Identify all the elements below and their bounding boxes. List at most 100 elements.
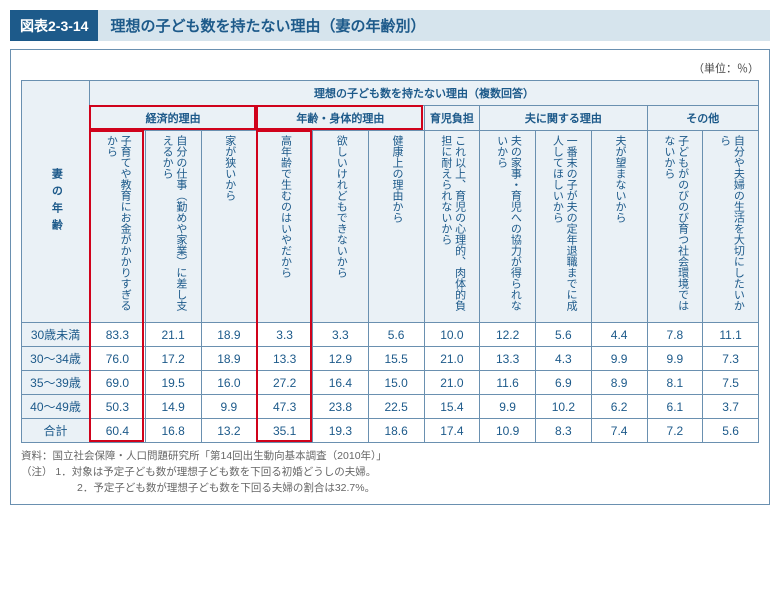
row-label: 合計: [22, 419, 90, 443]
data-cell: 76.0: [90, 347, 146, 371]
data-cell: 15.4: [424, 395, 480, 419]
column-header: 家が狭いから: [201, 131, 257, 323]
table-row: 30～34歳76.017.218.913.312.915.521.013.34.…: [22, 347, 759, 371]
column-header: 夫が望まないから: [591, 131, 647, 323]
table-row: 30歳未満83.321.118.93.33.35.610.012.25.64.4…: [22, 323, 759, 347]
data-cell: 13.3: [257, 347, 313, 371]
data-cell: 21.0: [424, 371, 480, 395]
note-2: 2．予定子ども数が理想子ども数を下回る夫婦の割合は32.7%。: [21, 481, 759, 497]
data-cell: 11.1: [703, 323, 759, 347]
data-cell: 17.2: [145, 347, 201, 371]
data-cell: 21.0: [424, 347, 480, 371]
data-cell: 12.2: [480, 323, 536, 347]
data-cell: 9.9: [591, 347, 647, 371]
column-header: 自分や夫婦の生活を大切にしたいから: [703, 131, 759, 323]
data-cell: 3.3: [313, 323, 369, 347]
row-label: 30～34歳: [22, 347, 90, 371]
data-cell: 9.9: [201, 395, 257, 419]
column-header: 健康上の理由から: [368, 131, 424, 323]
data-cell: 16.8: [145, 419, 201, 443]
data-cell: 18.9: [201, 323, 257, 347]
data-cell: 15.5: [368, 347, 424, 371]
data-cell: 19.3: [313, 419, 369, 443]
column-header: 欲しいけれどもできないから: [313, 131, 369, 323]
data-cell: 27.2: [257, 371, 313, 395]
data-cell: 7.2: [647, 419, 703, 443]
row-label: 35～39歳: [22, 371, 90, 395]
data-cell: 18.6: [368, 419, 424, 443]
data-cell: 7.3: [703, 347, 759, 371]
row-axis-header: 妻の年齢: [22, 81, 90, 323]
data-cell: 10.9: [480, 419, 536, 443]
data-cell: 60.4: [90, 419, 146, 443]
data-cell: 10.2: [536, 395, 592, 419]
figure-title: 理想の子ども数を持たない理由（妻の年齢別）: [98, 10, 770, 41]
data-cell: 23.8: [313, 395, 369, 419]
column-header: これ以上、育児の心理的、肉体的負担に耐えられないから: [424, 131, 480, 323]
data-table: 妻の年齢 理想の子ども数を持たない理由（複数回答） 経済的理由年齢・身体的理由育…: [21, 80, 759, 443]
data-cell: 15.0: [368, 371, 424, 395]
data-cell: 13.3: [480, 347, 536, 371]
data-cell: 22.5: [368, 395, 424, 419]
group-header: 夫に関する理由: [480, 106, 647, 131]
note-label: （注）: [21, 466, 53, 478]
data-cell: 9.9: [647, 347, 703, 371]
data-cell: 50.3: [90, 395, 146, 419]
group-header: その他: [647, 106, 759, 131]
data-cell: 13.2: [201, 419, 257, 443]
top-header: 理想の子ども数を持たない理由（複数回答）: [90, 81, 759, 106]
table-wrapper: 妻の年齢 理想の子ども数を持たない理由（複数回答） 経済的理由年齢・身体的理由育…: [21, 80, 759, 443]
data-cell: 4.4: [591, 323, 647, 347]
data-cell: 8.1: [647, 371, 703, 395]
data-cell: 8.3: [536, 419, 592, 443]
data-cell: 5.6: [368, 323, 424, 347]
table-row: 合計60.416.813.235.119.318.617.410.98.37.4…: [22, 419, 759, 443]
data-cell: 3.7: [703, 395, 759, 419]
group-header: 年齢・身体的理由: [257, 106, 424, 131]
source-note: 資料：国立社会保障・人口問題研究所「第14回出生動向基本調査（2010年）」: [21, 449, 759, 465]
data-cell: 5.6: [536, 323, 592, 347]
table-row: 35～39歳69.019.516.027.216.415.021.011.66.…: [22, 371, 759, 395]
data-cell: 35.1: [257, 419, 313, 443]
unit-label: （単位：％）: [21, 60, 759, 76]
data-cell: 9.9: [480, 395, 536, 419]
figure-frame: （単位：％） 妻の年齢 理想の子ども数を持たない理由（複数回答） 経済的理由年齢…: [10, 49, 770, 505]
data-cell: 18.9: [201, 347, 257, 371]
row-label: 30歳未満: [22, 323, 90, 347]
data-cell: 12.9: [313, 347, 369, 371]
data-cell: 5.6: [703, 419, 759, 443]
row-label: 40～49歳: [22, 395, 90, 419]
notes: 資料：国立社会保障・人口問題研究所「第14回出生動向基本調査（2010年）」 （…: [21, 449, 759, 496]
data-cell: 19.5: [145, 371, 201, 395]
data-cell: 7.8: [647, 323, 703, 347]
note-1: 1．対象は予定子ども数が理想子ども数を下回る初婚どうしの夫婦。: [55, 466, 376, 478]
data-cell: 7.4: [591, 419, 647, 443]
group-header: 育児負担: [424, 106, 480, 131]
figure-number: 図表2-3-14: [10, 10, 98, 41]
table-row: 40～49歳50.314.99.947.323.822.515.49.910.2…: [22, 395, 759, 419]
figure-header: 図表2-3-14 理想の子ども数を持たない理由（妻の年齢別）: [10, 10, 770, 41]
column-header: 子育てや教育にお金がかかりすぎるから: [90, 131, 146, 323]
data-cell: 10.0: [424, 323, 480, 347]
data-cell: 17.4: [424, 419, 480, 443]
data-cell: 7.5: [703, 371, 759, 395]
column-header: 一番末の子が夫の定年退職までに成人してほしいから: [536, 131, 592, 323]
data-cell: 47.3: [257, 395, 313, 419]
data-cell: 83.3: [90, 323, 146, 347]
data-cell: 4.3: [536, 347, 592, 371]
data-cell: 16.4: [313, 371, 369, 395]
data-cell: 11.6: [480, 371, 536, 395]
group-header: 経済的理由: [90, 106, 257, 131]
data-cell: 16.0: [201, 371, 257, 395]
data-cell: 6.1: [647, 395, 703, 419]
data-cell: 69.0: [90, 371, 146, 395]
column-header: 子どもがのびのび育つ社会環境ではないから: [647, 131, 703, 323]
data-cell: 14.9: [145, 395, 201, 419]
data-cell: 6.2: [591, 395, 647, 419]
data-cell: 8.9: [591, 371, 647, 395]
data-cell: 3.3: [257, 323, 313, 347]
column-header: 高年齢で生むのはいやだから: [257, 131, 313, 323]
column-header: 自分の仕事（勤めや家業）に差し支えるから: [145, 131, 201, 323]
column-header: 夫の家事・育児への協力が得られないから: [480, 131, 536, 323]
data-cell: 21.1: [145, 323, 201, 347]
